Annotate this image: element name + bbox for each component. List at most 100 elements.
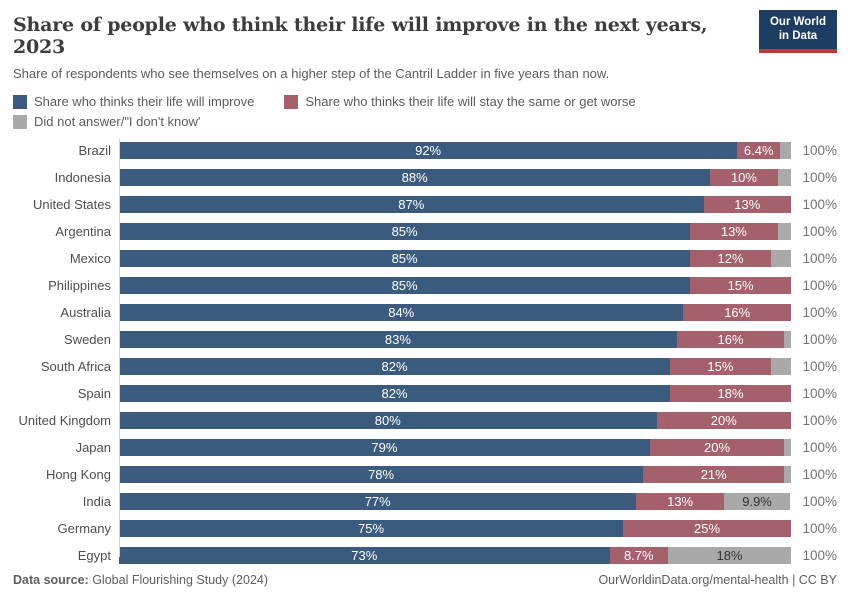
country-label: Brazil	[78, 143, 111, 158]
bar-segment-no-answer[interactable]	[784, 439, 791, 456]
bar-chart: Brazil 92% 6.4% 100% Indonesia 88% 10% 100% Unit…	[13, 139, 837, 564]
chart-subtitle: Share of respondents who see themselves …	[13, 66, 610, 81]
owid-credit-link[interactable]: OurWorldinData.org/mental-health | CC BY	[598, 573, 837, 587]
total-label: 100%	[802, 278, 837, 293]
bar-segment-worse[interactable]: 20%	[656, 412, 791, 429]
bar-track[interactable]: 85% 15%	[119, 277, 791, 294]
bar-segment-improve[interactable]: 92%	[119, 142, 738, 159]
country-label: Egypt	[77, 548, 111, 563]
bar-segment-improve[interactable]: 79%	[119, 439, 650, 456]
bar-segment-improve[interactable]: 85%	[119, 223, 691, 240]
bar-segment-no-answer[interactable]	[770, 358, 791, 375]
bar-segment-worse[interactable]: 16%	[676, 331, 785, 348]
chart-row: Indonesia 88% 10% 100%	[13, 169, 837, 186]
bar-segment-improve[interactable]: 77%	[119, 493, 637, 510]
bar-segment-worse[interactable]: 12%	[690, 250, 771, 267]
bar-track[interactable]: 85% 13%	[119, 223, 791, 240]
country-label: Hong Kong	[45, 467, 111, 482]
bar-segment-no-answer[interactable]: 9.9%	[723, 493, 791, 510]
bar-segment-improve[interactable]: 82%	[119, 358, 671, 375]
bar-track[interactable]: 92% 6.4%	[119, 142, 791, 159]
legend-item-improve[interactable]: Share who thinks their life will improve	[13, 94, 254, 109]
bar-segment-improve[interactable]: 80%	[119, 412, 657, 429]
bar-track[interactable]: 88% 10%	[119, 169, 791, 186]
total-label: 100%	[802, 440, 837, 455]
owid-logo-line1: Our World	[769, 16, 826, 28]
total-label: 100%	[802, 548, 837, 563]
bar-segment-worse[interactable]: 13%	[636, 493, 724, 510]
bar-segment-improve[interactable]: 73%	[119, 547, 610, 564]
bar-track[interactable]: 85% 12%	[119, 250, 791, 267]
bar-segment-improve[interactable]: 85%	[119, 250, 691, 267]
bar-segment-worse[interactable]: 18%	[670, 385, 791, 402]
bar-track[interactable]: 77% 13% 9.9%	[119, 493, 791, 510]
bar-segment-no-answer[interactable]	[780, 142, 791, 159]
bar-segment-no-answer[interactable]	[784, 466, 791, 483]
bar-track[interactable]: 78% 21%	[119, 466, 791, 483]
bar-segment-improve[interactable]: 85%	[119, 277, 691, 294]
bar-segment-worse[interactable]: 10%	[710, 169, 778, 186]
bar-track[interactable]: 87% 13%	[119, 196, 791, 213]
bar-segment-improve[interactable]: 82%	[119, 385, 671, 402]
bar-segment-improve[interactable]: 75%	[119, 520, 623, 537]
bar-track[interactable]: 73% 8.7% 18%	[119, 547, 791, 564]
bar-segment-improve[interactable]: 83%	[119, 331, 677, 348]
bar-segment-worse[interactable]: 21%	[643, 466, 785, 483]
total-label: 100%	[802, 467, 837, 482]
bar-segment-worse[interactable]: 15%	[690, 277, 791, 294]
chart-row: Sweden 83% 16% 100%	[13, 331, 837, 348]
legend-swatch-no-answer-icon	[13, 114, 27, 129]
legend-item-no-answer[interactable]: Did not answer/"I don't know'	[13, 114, 200, 129]
bar-segment-no-answer[interactable]	[784, 331, 791, 348]
bar-segment-worse[interactable]: 6.4%	[737, 142, 781, 159]
bar-track[interactable]: 84% 16%	[119, 304, 791, 321]
total-label: 100%	[802, 332, 837, 347]
bar-segment-worse[interactable]: 8.7%	[609, 547, 668, 564]
bar-segment-worse[interactable]: 20%	[649, 439, 785, 456]
bar-segment-improve[interactable]: 78%	[119, 466, 644, 483]
owid-logo-line2: in Data	[778, 29, 818, 42]
data-source-label: Data source:	[13, 573, 89, 587]
country-label: United Kingdom	[18, 413, 112, 428]
total-label: 100%	[802, 197, 837, 212]
chart-row: Germany 75% 25% 100%	[13, 520, 837, 537]
chart-row: Argentina 85% 13% 100%	[13, 223, 837, 240]
total-label: 100%	[802, 224, 837, 239]
bar-segment-worse[interactable]: 13%	[703, 196, 791, 213]
country-label: Indonesia	[54, 170, 111, 185]
chart-row: India 77% 13% 9.9% 100%	[13, 493, 837, 510]
bar-segment-worse[interactable]: 13%	[690, 223, 778, 240]
total-label: 100%	[802, 305, 837, 320]
chart-row: Philippines 85% 15% 100%	[13, 277, 837, 294]
bar-track[interactable]: 83% 16%	[119, 331, 791, 348]
bar-track[interactable]: 79% 20%	[119, 439, 791, 456]
bar-segment-worse[interactable]: 16%	[683, 304, 791, 321]
country-label: Mexico	[69, 251, 111, 266]
legend-row-1: Share who thinks their life will improve…	[13, 94, 837, 109]
bar-segment-worse[interactable]: 15%	[670, 358, 771, 375]
chart-title: Share of people who think their life wil…	[13, 14, 708, 58]
country-label: Argentina	[55, 224, 111, 239]
legend-label-no-answer: Did not answer/"I don't know'	[34, 114, 201, 129]
bar-track[interactable]: 82% 18%	[119, 385, 791, 402]
total-label: 100%	[802, 170, 837, 185]
bar-segment-improve[interactable]: 84%	[119, 304, 684, 321]
bar-segment-no-answer[interactable]	[777, 169, 791, 186]
chart-row: United Kingdom 80% 20% 100%	[13, 412, 837, 429]
total-label: 100%	[802, 521, 837, 536]
bar-segment-no-answer[interactable]: 18%	[668, 547, 791, 564]
total-label: 100%	[802, 494, 837, 509]
bar-segment-no-answer[interactable]	[770, 250, 791, 267]
bar-track[interactable]: 80% 20%	[119, 412, 791, 429]
bar-segment-improve[interactable]: 88%	[119, 169, 711, 186]
bar-segment-no-answer[interactable]	[777, 223, 791, 240]
legend-item-worse[interactable]: Share who thinks their life will stay th…	[284, 94, 636, 109]
chart-row: United States 87% 13% 100%	[13, 196, 837, 213]
total-label: 100%	[802, 143, 837, 158]
bar-track[interactable]: 75% 25%	[119, 520, 791, 537]
bar-track[interactable]: 82% 15%	[119, 358, 791, 375]
bar-segment-improve[interactable]: 87%	[119, 196, 704, 213]
chart-row: South Africa 82% 15% 100%	[13, 358, 837, 375]
bar-segment-worse[interactable]: 25%	[623, 520, 791, 537]
country-label: Philippines	[48, 278, 111, 293]
